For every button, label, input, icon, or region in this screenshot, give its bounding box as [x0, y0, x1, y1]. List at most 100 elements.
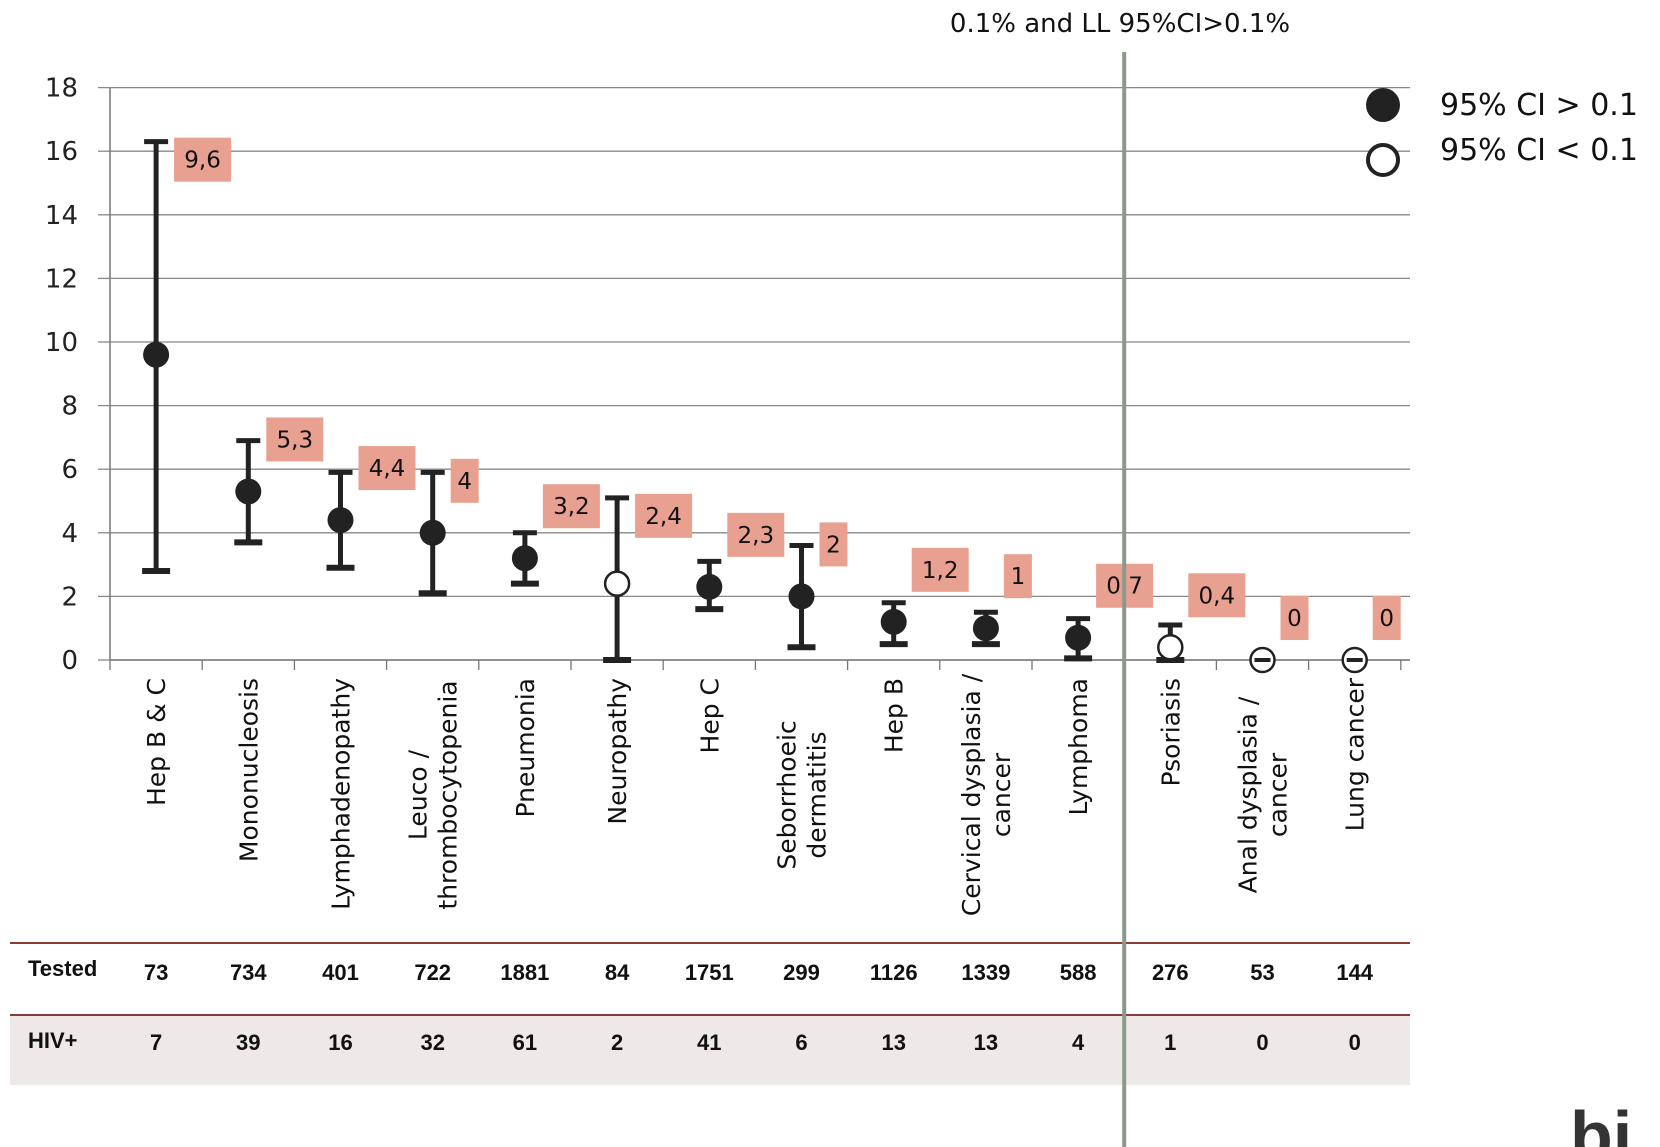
- category-label: Leuco /: [404, 749, 433, 840]
- y-tick-label: 0: [61, 646, 78, 676]
- hiv-cell: 7: [150, 1030, 162, 1055]
- data-label: 0: [1379, 606, 1394, 632]
- y-tick-label: 2: [61, 582, 78, 612]
- point-filled: [788, 583, 815, 610]
- hiv-cell: 32: [420, 1030, 444, 1055]
- y-tick-label: 18: [45, 74, 78, 104]
- data-label: 2: [826, 532, 841, 558]
- tested-cell: 1339: [961, 960, 1010, 985]
- category-label: cancer: [987, 752, 1016, 837]
- data-label: 9,6: [184, 148, 221, 174]
- data-label-box: [635, 493, 693, 538]
- data-label-box: [174, 137, 232, 182]
- tested-cell: 401: [322, 960, 359, 985]
- data-label-box: [542, 484, 600, 529]
- y-tick-label: 16: [45, 137, 78, 167]
- legend-open-marker: [1366, 143, 1400, 177]
- tested-cell: 276: [1152, 960, 1189, 985]
- data-labels: 9,65,34,443,22,42,321,210,70,400: [174, 137, 1401, 640]
- hiv-cell: 61: [513, 1030, 537, 1055]
- category-label: Hep B & C: [142, 678, 171, 806]
- tested-cell: 1751: [685, 960, 734, 985]
- hiv-row-background: [10, 1015, 1410, 1085]
- tested-cell: 734: [230, 960, 267, 985]
- tested-cell: 1126: [870, 960, 918, 985]
- point-filled: [511, 545, 538, 572]
- point-filled: [1065, 624, 1092, 651]
- tested-cell: 299: [783, 960, 820, 985]
- category-label: thrombocytopenia: [434, 680, 463, 909]
- y-tick-label: 10: [45, 328, 78, 358]
- tested-cell: 73: [144, 960, 168, 985]
- data-label-box: [266, 417, 324, 462]
- chart-header: 0.1% and LL 95%CI>0.1%: [950, 9, 1290, 39]
- hiv-cell: 2: [611, 1030, 623, 1055]
- data-label-box: [911, 547, 969, 592]
- data-label-box: [1188, 573, 1246, 618]
- category-label: Cervical dysplasia /: [957, 673, 986, 916]
- tested-cell: 84: [605, 960, 630, 985]
- category-label: Hep C: [695, 678, 724, 753]
- tested-row-label: Tested: [28, 956, 97, 981]
- data-label-box: [1003, 554, 1032, 599]
- tested-cell: 1881: [500, 960, 549, 985]
- data-label: 2,3: [738, 523, 775, 549]
- hiv-cell: 41: [697, 1030, 721, 1055]
- point-filled: [327, 507, 354, 534]
- hiv-cell: 13: [974, 1030, 998, 1055]
- data-label: 3,2: [553, 494, 590, 520]
- tested-cell: 53: [1250, 960, 1274, 985]
- point-filled: [880, 608, 907, 635]
- data-label: 0,4: [1199, 583, 1236, 609]
- category-label: Neuropathy: [603, 678, 632, 825]
- tested-cell: 588: [1060, 960, 1097, 985]
- tested-cell: 144: [1336, 960, 1373, 985]
- point-open: [603, 570, 631, 597]
- hiv-cell: 39: [236, 1030, 260, 1055]
- y-tick-label: 14: [45, 201, 78, 231]
- corner-text: bi: [1570, 1097, 1632, 1147]
- data-label: 5,3: [277, 427, 314, 453]
- data-label-box: [727, 512, 785, 557]
- category-label: Seborrhoeic: [773, 720, 802, 869]
- category-label: Lung cancer: [1341, 677, 1370, 831]
- category-label: Anal dysplasia /: [1234, 696, 1263, 893]
- data-label: 1: [1011, 564, 1026, 590]
- data-label-box: [450, 458, 479, 503]
- gridlines: [110, 86, 1410, 661]
- point-filled: [235, 478, 262, 505]
- category-label: dermatitis: [803, 731, 832, 858]
- category-label: Lymphoma: [1064, 678, 1093, 815]
- data-label: 4: [457, 469, 472, 495]
- y-axis-ticks: 0 2 4 6 8 10 12 14 16 18: [45, 74, 110, 676]
- data-label: 0: [1287, 606, 1302, 632]
- data-label-box: [819, 522, 848, 567]
- category-label: Mononucleosis: [234, 678, 263, 862]
- category-label: cancer: [1264, 752, 1293, 837]
- hiv-cell: 13: [881, 1030, 905, 1055]
- point-filled: [696, 573, 723, 600]
- point-open: [1157, 634, 1184, 661]
- data-label-box: [358, 446, 416, 491]
- category-labels: Hep B & C Mononucleosis Lymphadenopathy Leu…: [142, 673, 1370, 916]
- legend-filled-label: 95% CI > 0.1: [1440, 88, 1638, 123]
- data-label-box: [1372, 596, 1401, 640]
- category-label: Hep B: [880, 678, 909, 753]
- tested-cell: 722: [414, 960, 451, 985]
- category-label: Psoriasis: [1156, 678, 1185, 787]
- counts-table: Tested HIV+ 73 734 401 722 1881 84 1751 299 1126 13…: [10, 942, 1410, 1085]
- legend-filled-marker: [1366, 88, 1400, 122]
- hiv-cell: 0: [1349, 1030, 1361, 1055]
- hiv-cell: 4: [1072, 1030, 1085, 1055]
- data-label: 1,2: [922, 558, 959, 584]
- category-label: Lymphadenopathy: [327, 678, 356, 910]
- x-axis: [109, 88, 1410, 670]
- data-label: 2,4: [645, 504, 682, 530]
- y-tick-label: 4: [61, 519, 78, 549]
- category-label: Pneumonia: [511, 678, 540, 817]
- hiv-cell: 16: [328, 1030, 352, 1055]
- hiv-row-label: HIV+: [28, 1028, 78, 1053]
- data-label-box: [1280, 596, 1309, 640]
- point-filled: [419, 519, 446, 546]
